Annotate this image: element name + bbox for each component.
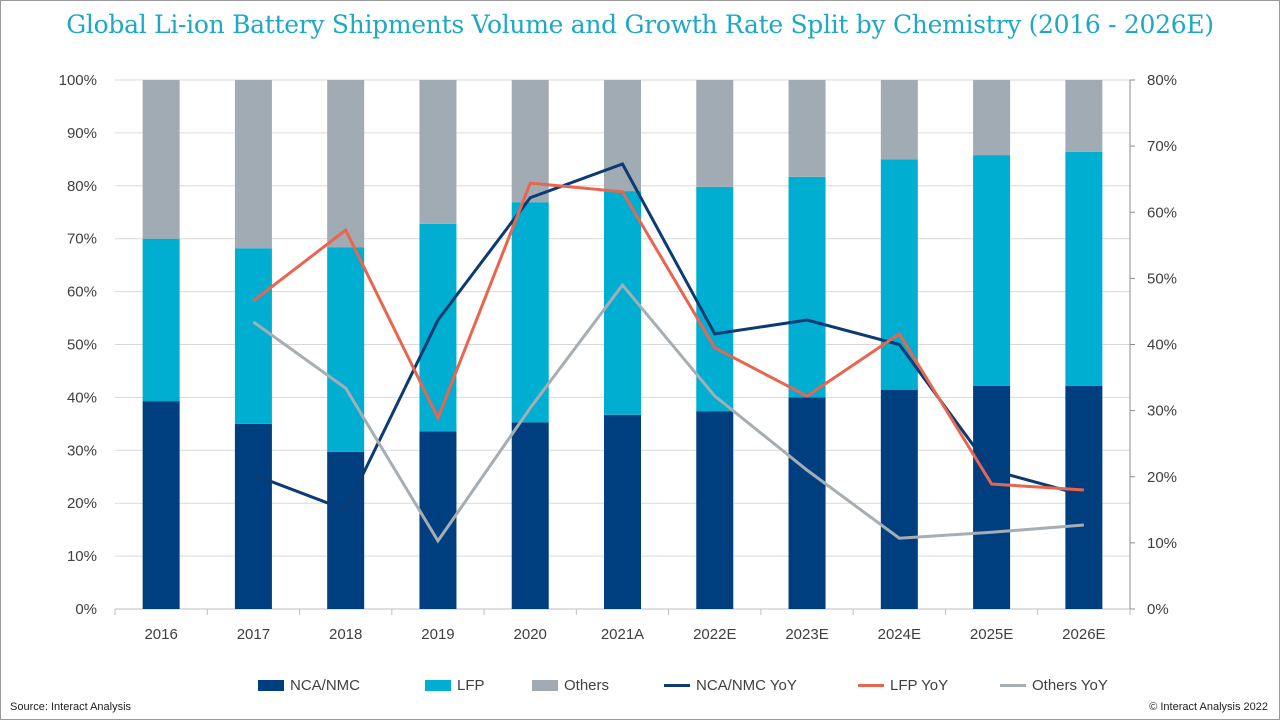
left-axis-tick-label: 90% [67, 125, 97, 142]
legend-label: LFP [457, 677, 485, 694]
bar-nca-nmc [696, 411, 734, 609]
x-axis-tick-label: 2019 [421, 626, 454, 643]
legend-item: Others [532, 677, 609, 694]
bar-others [1065, 80, 1103, 152]
bar-nca-nmc [1065, 385, 1103, 609]
x-axis-tick-label: 2022E [693, 626, 736, 643]
bar-nca-nmc [788, 397, 826, 609]
bar-lfp [696, 186, 734, 412]
right-axis-tick-label: 20% [1147, 469, 1177, 486]
line-nca-nmc-yoy [252, 162, 1085, 512]
bar-others [327, 80, 365, 248]
x-axis-tick-label: 2025E [970, 626, 1013, 643]
bar-others [696, 80, 734, 187]
bar-nca-nmc [142, 401, 180, 609]
bar-lfp [788, 176, 826, 398]
bar-nca-nmc [234, 423, 272, 609]
legend-label: LFP YoY [890, 677, 949, 694]
copyright-note: © Interact Analysis 2022 [1149, 701, 1268, 713]
bar-nca-nmc [973, 385, 1011, 609]
legend-swatch [664, 684, 690, 687]
bar-nca-nmc [327, 451, 365, 609]
right-axis-tick-label: 80% [1147, 72, 1177, 89]
left-axis-tick-label: 60% [67, 284, 97, 301]
left-axis-tick-label: 80% [67, 178, 97, 195]
legend-swatch [258, 680, 284, 691]
x-axis-tick-label: 2017 [237, 626, 270, 643]
x-axis-tick-label: 2023E [785, 626, 828, 643]
left-axis-tick-label: 20% [67, 495, 97, 512]
legend-swatch [1000, 684, 1026, 687]
x-axis-tick-label: 2026E [1062, 626, 1105, 643]
legend-item: LFP YoY [858, 677, 948, 694]
bar-nca-nmc [511, 422, 549, 609]
legend-item: Others YoY [1000, 677, 1108, 694]
left-axis-tick-label: 30% [67, 442, 97, 459]
right-axis-tick-label: 30% [1147, 403, 1177, 420]
bar-others [880, 80, 918, 160]
legend-label: NCA/NMC [290, 677, 360, 694]
bar-lfp [511, 202, 549, 423]
bar-lfp [973, 155, 1011, 386]
legend-swatch [425, 680, 451, 691]
bar-lfp [419, 223, 457, 432]
right-axis-tick-label: 40% [1147, 337, 1177, 354]
bar-lfp [142, 238, 180, 402]
bar-nca-nmc [880, 389, 918, 609]
bar-lfp [234, 248, 272, 424]
legend-swatch [532, 680, 558, 691]
legend-item: NCA/NMC YoY [664, 677, 797, 694]
legend-label: NCA/NMC YoY [696, 677, 797, 694]
bar-others [604, 80, 641, 192]
bar-lfp [1065, 151, 1103, 386]
line-lfp-yoy [252, 181, 1084, 492]
chart-title: Global Li-ion Battery Shipments Volume a… [66, 10, 1214, 39]
left-axis-tick-label: 0% [75, 601, 97, 618]
bar-others [973, 80, 1011, 156]
x-axis-tick-label: 2016 [144, 626, 177, 643]
bar-others [419, 80, 457, 224]
x-axis-tick-label: 2020 [514, 626, 547, 643]
left-axis-tick-label: 50% [67, 337, 97, 354]
left-axis-tick-label: 70% [67, 231, 97, 248]
right-axis-tick-label: 70% [1147, 138, 1177, 155]
bar-others [142, 80, 180, 239]
x-axis-tick-label: 2021A [601, 626, 644, 643]
right-axis-tick-label: 60% [1147, 204, 1177, 221]
bar-lfp [327, 247, 365, 452]
right-axis-tick-label: 10% [1147, 535, 1177, 552]
right-axis-tick-label: 50% [1147, 270, 1177, 287]
legend-item: LFP [425, 677, 485, 694]
legend-label: Others YoY [1032, 677, 1108, 694]
legend-item: NCA/NMC [258, 677, 360, 694]
bar-nca-nmc [604, 414, 641, 609]
bar-others [788, 80, 826, 177]
left-axis-tick-label: 40% [67, 389, 97, 406]
source-note: Source: Interact Analysis [10, 701, 132, 713]
x-axis-tick-label: 2024E [878, 626, 921, 643]
bar-others [234, 80, 272, 249]
x-axis-tick-label: 2018 [329, 626, 362, 643]
right-axis-tick-label: 0% [1147, 601, 1169, 618]
legend-label: Others [564, 677, 610, 694]
line-others-yoy [252, 282, 1084, 544]
chart-legend: NCA/NMC LFP Others NCA/NMC YoY LFP YoY Others… [0, 677, 1280, 697]
left-axis-tick-label: 10% [67, 548, 97, 565]
left-axis-tick-label: 100% [59, 72, 97, 89]
legend-swatch [858, 684, 884, 687]
